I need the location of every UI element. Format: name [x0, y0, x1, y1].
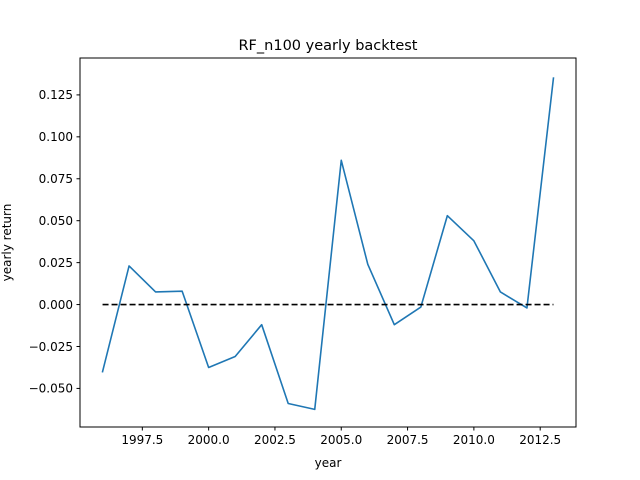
data-point-2001 [234, 355, 236, 357]
x-tick-label: 2010.0 [453, 433, 495, 447]
y-axis-ticks: −0.050 −0.025 0.000 0.025 0.050 0.075 0.100 0.1… [29, 88, 80, 396]
x-tick-label: 2005.0 [320, 433, 362, 447]
data-point-2012 [526, 307, 528, 309]
y-tick-label: 0.050 [39, 214, 73, 228]
data-point-2000 [207, 366, 209, 368]
data-point-2010 [473, 240, 475, 242]
x-tick-label: 1997.5 [121, 433, 163, 447]
y-tick-label: 0.025 [39, 256, 73, 270]
y-tick-label: 0.100 [39, 130, 73, 144]
data-point-1996 [101, 370, 103, 372]
data-point-1999 [181, 290, 183, 292]
data-point-2007 [393, 323, 395, 325]
y-axis-label: yearly return [0, 204, 14, 282]
yearly-return-line [101, 77, 555, 411]
y-tick-label: −0.025 [29, 340, 73, 354]
plot-area [101, 77, 555, 411]
x-tick-label: 2002.5 [254, 433, 296, 447]
data-point-2006 [367, 263, 369, 265]
data-point-2005 [340, 159, 342, 161]
data-point-1997 [128, 265, 130, 267]
data-point-2008 [420, 306, 422, 308]
y-tick-label: 0.000 [39, 298, 73, 312]
x-tick-label: 2000.0 [188, 433, 230, 447]
data-point-1998 [154, 291, 156, 293]
axes-frame [79, 57, 577, 428]
x-tick-label: 2007.5 [387, 433, 429, 447]
x-axis-ticks: 1997.5 2000.0 2002.5 2005.0 2007.5 2010.0 2012… [121, 427, 561, 447]
data-point-2004 [314, 408, 316, 410]
data-point-2011 [499, 291, 501, 293]
x-tick-label: 2012.5 [519, 433, 561, 447]
data-point-2002 [260, 323, 262, 325]
x-axis-label: year [315, 456, 342, 470]
y-tick-label: 0.075 [39, 172, 73, 186]
data-point-2009 [446, 214, 448, 216]
data-point-2003 [287, 402, 289, 404]
chart-title: RF_n100 yearly backtest [238, 38, 417, 54]
y-tick-label: −0.050 [29, 382, 73, 396]
data-point-2013 [552, 77, 554, 79]
y-tick-label: 0.125 [39, 88, 73, 102]
